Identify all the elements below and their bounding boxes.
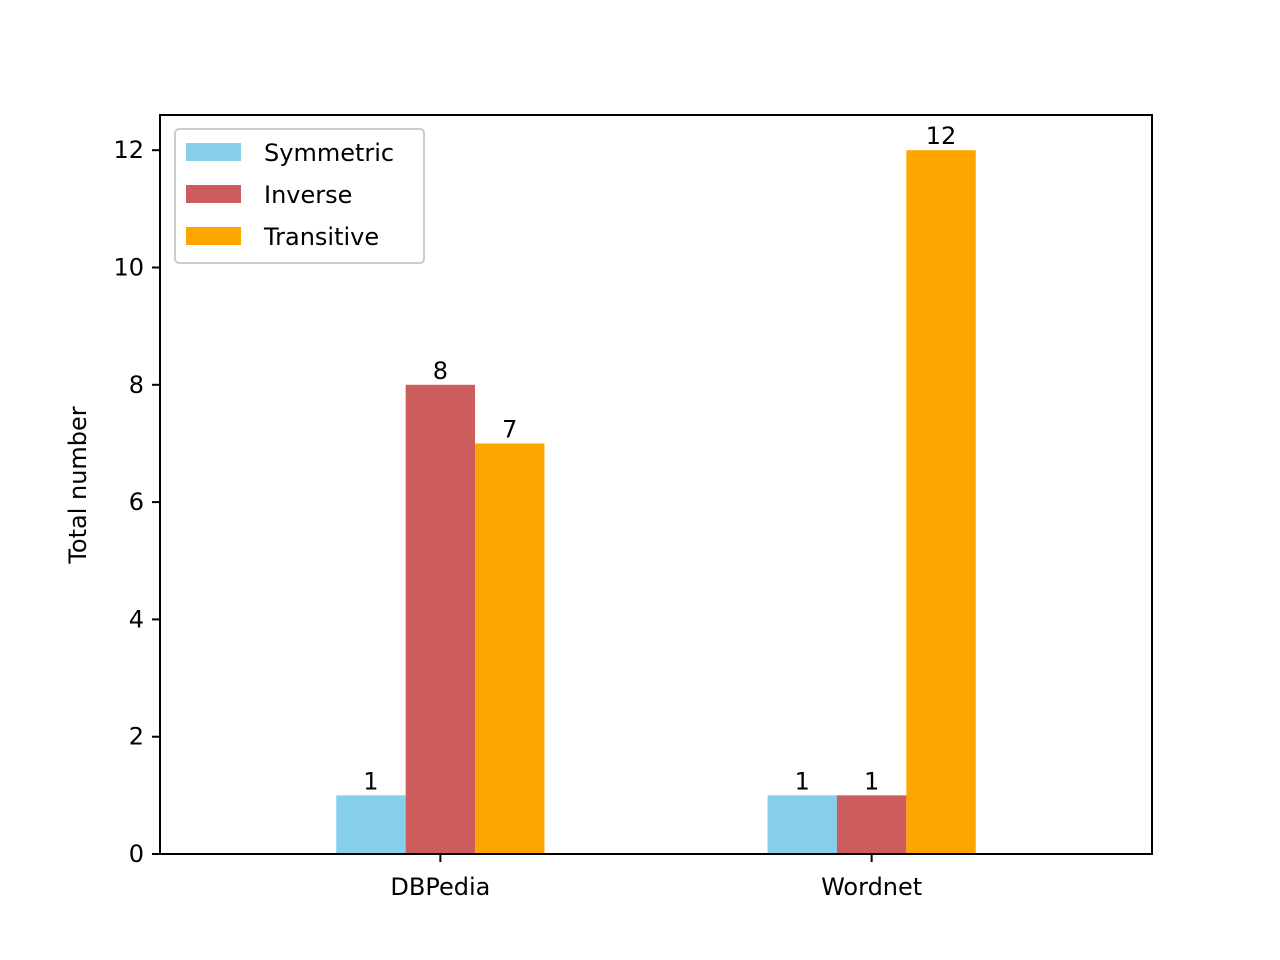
y-tick-label: 8 (129, 371, 144, 399)
bar-value-label: 1 (363, 767, 378, 795)
y-axis-ticks: 0 2 4 6 8 10 12 (113, 136, 160, 868)
legend-label-transitive: Transitive (263, 223, 379, 251)
legend-swatch-symmetric (186, 143, 241, 161)
bar-value-label: 1 (864, 767, 879, 795)
bar-value-label: 7 (502, 415, 517, 443)
bars-group (336, 150, 976, 854)
y-tick-label: 6 (129, 488, 144, 516)
plot-frame (159, 114, 1153, 855)
bar-labels-group: 1 1 8 1 7 12 (363, 122, 956, 795)
y-tick-label: 4 (129, 605, 144, 633)
bar-transitive-dbpedia (475, 443, 545, 854)
x-axis-ticks: DBPedia Wordnet (390, 854, 922, 901)
legend-label-symmetric: Symmetric (264, 139, 394, 167)
y-tick-label: 10 (113, 253, 144, 281)
legend-swatch-transitive (186, 227, 241, 245)
bar-inverse-wordnet (836, 795, 907, 854)
y-tick-label: 2 (129, 723, 144, 751)
y-axis-label: Total number (64, 406, 92, 564)
legend: Symmetric Inverse Transitive (174, 128, 425, 264)
bar-symmetric-wordnet (767, 795, 837, 854)
legend-swatch-inverse (186, 185, 241, 203)
bar-value-label: 8 (433, 357, 448, 385)
bar-inverse-dbpedia (405, 384, 476, 854)
y-tick-label: 12 (113, 136, 144, 164)
bar-symmetric-dbpedia (336, 795, 406, 854)
bar-value-label: 1 (795, 767, 810, 795)
x-tick-label: Wordnet (821, 873, 922, 901)
y-tick-label: 0 (129, 840, 144, 868)
x-tick-label: DBPedia (390, 873, 490, 901)
legend-label-inverse: Inverse (264, 181, 352, 209)
bar-value-label: 12 (926, 122, 957, 150)
bar-transitive-wordnet (906, 150, 976, 854)
